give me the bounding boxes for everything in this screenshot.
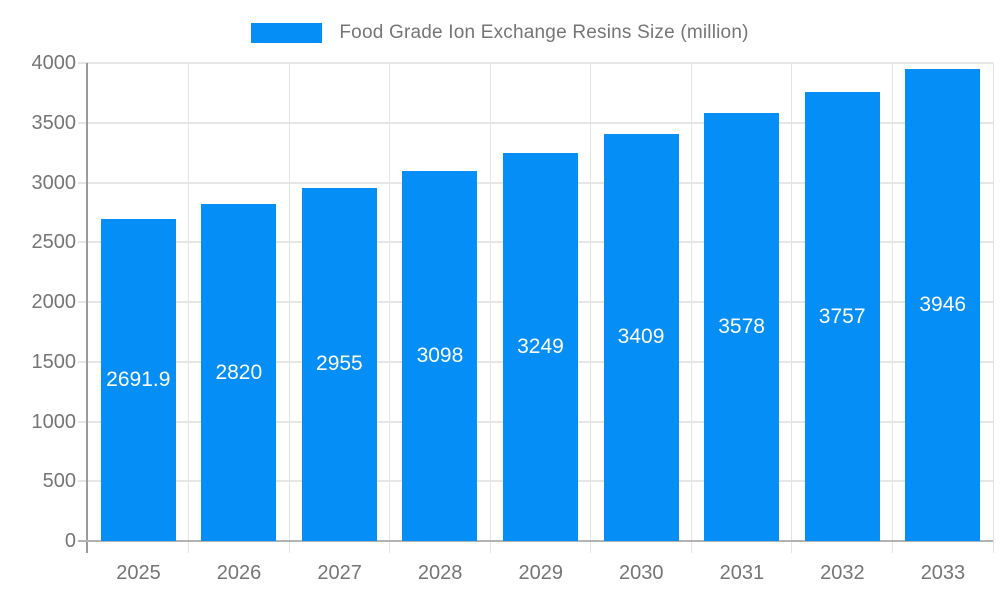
y-tick-label: 0 <box>64 530 76 552</box>
gridline-vertical <box>891 63 893 553</box>
bar-value-label: 3757 <box>818 304 866 328</box>
bar[interactable] <box>402 170 478 541</box>
x-axis-label: 2030 <box>619 562 664 584</box>
gridline-horizontal <box>78 62 993 64</box>
bar[interactable] <box>201 204 277 541</box>
x-axis-label: 2033 <box>920 562 966 584</box>
legend[interactable]: Food Grade Ion Exchange Resins Size (mil… <box>0 18 1000 48</box>
bar-value-label: 3249 <box>517 334 564 358</box>
bar[interactable] <box>905 69 981 541</box>
gridline-vertical <box>690 63 692 553</box>
bar-value-label: 3098 <box>416 343 464 367</box>
legend-swatch <box>251 23 323 43</box>
y-tick-label: 1000 <box>31 410 77 433</box>
bar-value-label: 2691.9 <box>106 368 171 392</box>
x-axis-label: 2031 <box>719 562 765 584</box>
gridline-vertical <box>590 63 592 553</box>
y-tick-label: 500 <box>42 470 76 493</box>
y-tick-label: 4000 <box>31 52 77 74</box>
y-tick-label: 1500 <box>31 350 77 373</box>
gridline-vertical <box>489 63 491 553</box>
bar[interactable] <box>603 133 679 541</box>
bar[interactable] <box>301 187 377 541</box>
gridline-vertical <box>188 63 190 553</box>
y-tick-label: 2500 <box>31 231 77 254</box>
bar-value-label: 2955 <box>316 352 363 376</box>
bar-value-label: 2820 <box>215 360 263 384</box>
y-tick-label: 3000 <box>31 171 77 194</box>
x-axis-label: 2032 <box>820 562 865 584</box>
bar[interactable] <box>100 219 176 541</box>
y-tick-label: 3500 <box>31 111 77 134</box>
gridline-vertical <box>288 63 290 553</box>
x-axis-label: 2027 <box>317 562 362 584</box>
bar-value-label: 3578 <box>718 315 765 339</box>
x-axis-label: 2026 <box>216 562 262 584</box>
legend-label: Food Grade Ion Exchange Resins Size (mil… <box>339 22 749 43</box>
gridline-vertical <box>992 63 994 553</box>
bar[interactable] <box>704 113 780 541</box>
bar-value-label: 3946 <box>919 293 967 317</box>
x-axis-label: 2025 <box>116 562 161 584</box>
x-axis-label: 2029 <box>518 562 563 584</box>
y-tick-label: 2000 <box>31 291 77 313</box>
bar[interactable] <box>503 152 578 541</box>
y-axis-line <box>86 63 88 553</box>
gridline-horizontal <box>78 121 993 124</box>
x-axis-label: 2028 <box>417 562 463 584</box>
gridline-vertical <box>389 63 391 553</box>
bar[interactable] <box>804 92 880 541</box>
x-axis-baseline <box>78 540 993 542</box>
bar-value-label: 3409 <box>617 325 665 349</box>
gridline-vertical <box>791 63 793 553</box>
